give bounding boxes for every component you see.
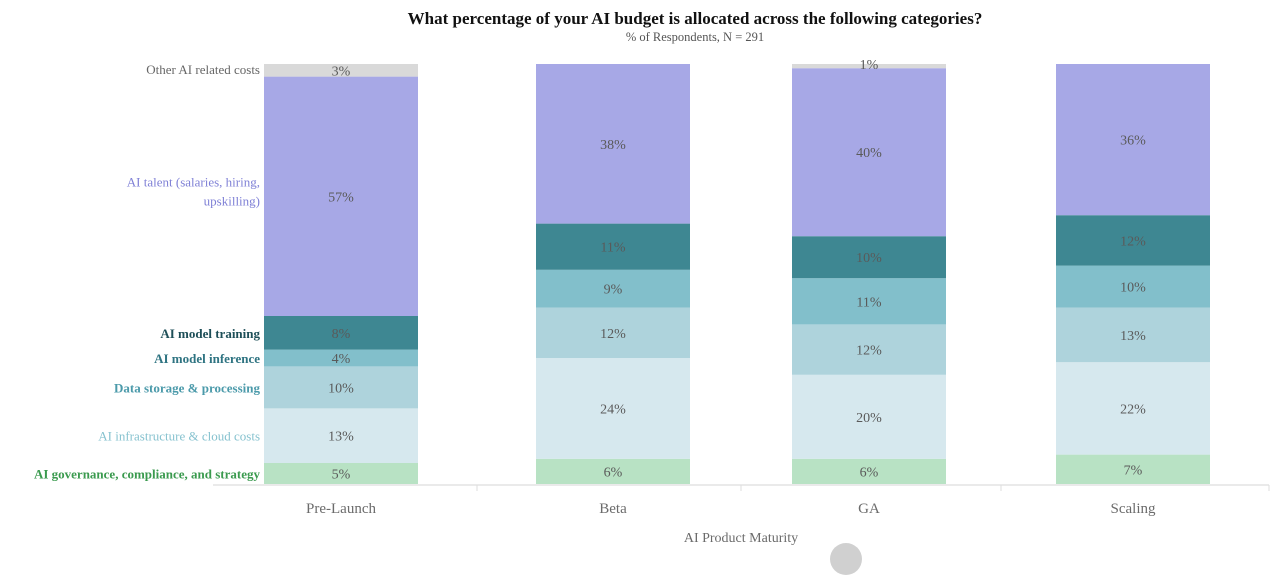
data-label: 10% [1120, 281, 1146, 296]
legend-label: Data storage & processing [114, 380, 260, 395]
data-label: 22% [1120, 402, 1146, 417]
data-label: 10% [328, 381, 354, 396]
legend-label: AI model training [160, 326, 260, 341]
data-label: 4% [332, 352, 351, 367]
data-label: 12% [600, 327, 626, 342]
bar-segment [264, 408, 418, 463]
bar-segment [792, 324, 946, 375]
data-label: 40% [856, 146, 882, 161]
data-label: 11% [600, 241, 625, 256]
bar-segment [1056, 215, 1210, 266]
bar-segment [792, 64, 946, 69]
data-label: 10% [856, 251, 882, 266]
data-label: 5% [332, 468, 351, 483]
chart-subtitle: % of Respondents, N = 291 [626, 30, 764, 44]
data-label: 6% [860, 465, 879, 480]
bar-segment [264, 76, 418, 316]
legend-label: AI model inference [154, 351, 260, 366]
bar-ga: 6% 20% 12% 11% 10% 40% 1% [792, 58, 946, 484]
bar-segment [264, 463, 418, 484]
bar-segment [792, 236, 946, 279]
data-label: 13% [328, 430, 354, 445]
data-label: 57% [328, 190, 354, 205]
legend-label: AI talent (salaries, hiring, upskilling) [127, 174, 260, 208]
legend-label: AI infrastructure & cloud costs [98, 429, 260, 444]
bar-segment [1056, 307, 1210, 363]
bar-segment [792, 374, 946, 459]
data-label: 1% [860, 58, 879, 73]
x-axis-label: AI Product Maturity [684, 531, 798, 546]
bar-segment [264, 316, 418, 350]
data-label: 12% [1120, 234, 1146, 249]
bar-segment [264, 366, 418, 409]
x-tick-label: Scaling [1111, 501, 1156, 517]
bar-segment [792, 278, 946, 325]
bar-segment [264, 64, 418, 77]
data-label: 11% [856, 295, 881, 310]
legend-label: Other AI related costs [146, 62, 260, 77]
data-label: 20% [856, 411, 882, 426]
bar-pre-launch: 5% 13% 10% 4% 8% 57% 3% [264, 64, 418, 484]
bar-segment [536, 64, 690, 224]
bar-segment [536, 458, 690, 484]
bar-scaling: 7% 22% 13% 10% 12% 36% [1056, 64, 1210, 484]
bar-segment [536, 269, 690, 308]
data-label: 36% [1120, 134, 1146, 149]
bar-segment [1056, 454, 1210, 484]
x-ticks-group: Pre-Launch Beta GA Scaling [306, 485, 1270, 517]
bar-segment [1056, 265, 1210, 308]
watermark-logo-icon [830, 543, 862, 575]
bar-segment [1056, 64, 1210, 216]
chart-title: What percentage of your AI budget is all… [408, 9, 983, 28]
x-tick-label: Beta [599, 501, 627, 517]
bar-segment [792, 458, 946, 484]
bars-group: 5% 13% 10% 4% 8% 57% 3% 6% 24% 12% 9% 11% 38% 6% 20% 12… [264, 58, 1210, 484]
data-label: 3% [332, 64, 351, 79]
data-label: 7% [1124, 463, 1143, 478]
legend-group: AI governance, compliance, and strategy A… [34, 62, 261, 482]
bar-beta: 6% 24% 12% 9% 11% 38% [536, 64, 690, 484]
data-label: 12% [856, 344, 882, 359]
bar-segment [1056, 362, 1210, 455]
data-label: 8% [332, 327, 351, 342]
stacked-bar-chart: What percentage of your AI budget is all… [34, 9, 1270, 546]
x-tick-label: Pre-Launch [306, 501, 376, 517]
data-label: 38% [600, 138, 626, 153]
bar-segment [792, 68, 946, 237]
data-label: 6% [604, 465, 623, 480]
x-tick-label: GA [858, 501, 880, 517]
bar-segment [536, 307, 690, 358]
bar-segment [536, 358, 690, 459]
data-label: 24% [600, 402, 626, 417]
legend-label: AI governance, compliance, and strategy [34, 467, 261, 482]
bar-segment [264, 349, 418, 367]
bar-segment [536, 223, 690, 270]
data-label: 9% [604, 283, 623, 298]
data-label: 13% [1120, 329, 1146, 344]
